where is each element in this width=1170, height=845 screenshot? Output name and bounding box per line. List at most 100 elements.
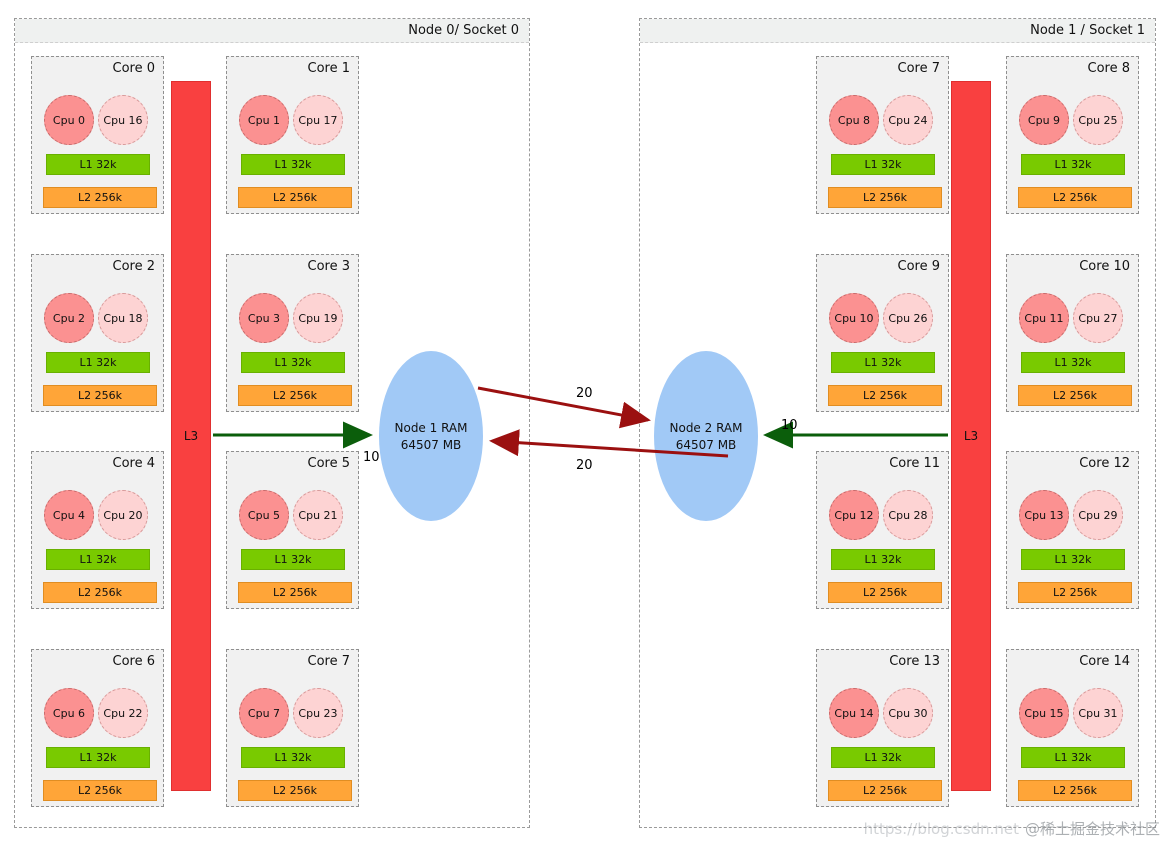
cpu-secondary-thread: Cpu 30: [883, 688, 933, 738]
cpu-primary-thread: Cpu 1: [239, 95, 289, 145]
l1-cache: L1 32k: [1021, 549, 1125, 570]
core-title: Core 9: [897, 259, 941, 274]
core-title: Core 14: [1079, 654, 1130, 669]
core-box: Core 14 Cpu 15 Cpu 31 L1 32k L2 256k: [1006, 649, 1139, 807]
l2-cache: L2 256k: [238, 780, 352, 801]
cpu-primary-thread: Cpu 10: [829, 293, 879, 343]
node0-socket0-box: Node 0/ Socket 0 L3 Node 1 RAM 64507 MB …: [14, 18, 530, 828]
watermark: https://blog.csdn.net @稀土掘金技术社区: [864, 818, 1160, 839]
l2-cache: L2 256k: [1018, 385, 1132, 406]
cpu-primary-thread: Cpu 15: [1019, 688, 1069, 738]
core-box: Core 10 Cpu 11 Cpu 27 L1 32k L2 256k: [1006, 254, 1139, 412]
core-box: Core 13 Cpu 14 Cpu 30 L1 32k L2 256k: [816, 649, 949, 807]
core-box: Core 9 Cpu 10 Cpu 26 L1 32k L2 256k: [816, 254, 949, 412]
latency-label-remote-top: 20: [576, 386, 593, 401]
ram-size-node1: 64507 MB: [675, 437, 737, 452]
cpu-primary-thread: Cpu 0: [44, 95, 94, 145]
ram-name-node1: Node 2 RAM: [669, 420, 743, 435]
cpu-primary-thread: Cpu 12: [829, 490, 879, 540]
l1-cache: L1 32k: [46, 154, 150, 175]
cpu-secondary-thread: Cpu 20: [98, 490, 148, 540]
node0-title: Node 0/ Socket 0: [408, 23, 519, 38]
l1-cache: L1 32k: [831, 549, 935, 570]
node0-header: Node 0/ Socket 0: [15, 19, 529, 43]
core-box: Core 11 Cpu 12 Cpu 28 L1 32k L2 256k: [816, 451, 949, 609]
core-box: Core 7 Cpu 7 Cpu 23 L1 32k L2 256k: [226, 649, 359, 807]
core-title: Core 13: [889, 654, 940, 669]
cpu-secondary-thread: Cpu 28: [883, 490, 933, 540]
l1-cache: L1 32k: [241, 747, 345, 768]
core-title: Core 0: [112, 61, 156, 76]
ram-size-node0: 64507 MB: [400, 437, 462, 452]
l3-cache-node1: L3: [951, 81, 991, 791]
l1-cache: L1 32k: [46, 352, 150, 373]
cpu-primary-thread: Cpu 11: [1019, 293, 1069, 343]
node1-socket1-box: Node 1 / Socket 1 L3 Node 2 RAM 64507 MB…: [639, 18, 1156, 828]
l2-cache: L2 256k: [43, 385, 157, 406]
l2-cache: L2 256k: [828, 385, 942, 406]
core-title: Core 7: [897, 61, 941, 76]
l1-cache: L1 32k: [241, 549, 345, 570]
l3-cache-node0: L3: [171, 81, 211, 791]
watermark-url: https://blog.csdn.net: [863, 820, 1019, 838]
ram-name-node0: Node 1 RAM: [394, 420, 468, 435]
core-title: Core 5: [307, 456, 351, 471]
core-title: Core 12: [1079, 456, 1130, 471]
l2-cache: L2 256k: [43, 187, 157, 208]
core-box: Core 8 Cpu 9 Cpu 25 L1 32k L2 256k: [1006, 56, 1139, 214]
cpu-secondary-thread: Cpu 21: [293, 490, 343, 540]
core-title: Core 7: [307, 654, 351, 669]
core-box: Core 2 Cpu 2 Cpu 18 L1 32k L2 256k: [31, 254, 164, 412]
core-box: Core 0 Cpu 0 Cpu 16 L1 32k L2 256k: [31, 56, 164, 214]
core-title: Core 8: [1087, 61, 1131, 76]
l1-cache: L1 32k: [831, 747, 935, 768]
cpu-primary-thread: Cpu 9: [1019, 95, 1069, 145]
cpu-secondary-thread: Cpu 19: [293, 293, 343, 343]
cpu-secondary-thread: Cpu 18: [98, 293, 148, 343]
cpu-primary-thread: Cpu 3: [239, 293, 289, 343]
core-title: Core 11: [889, 456, 940, 471]
core-title: Core 3: [307, 259, 351, 274]
core-box: Core 4 Cpu 4 Cpu 20 L1 32k L2 256k: [31, 451, 164, 609]
cpu-primary-thread: Cpu 14: [829, 688, 879, 738]
latency-label-remote-bottom: 20: [576, 458, 593, 473]
core-box: Core 5 Cpu 5 Cpu 21 L1 32k L2 256k: [226, 451, 359, 609]
l1-cache: L1 32k: [1021, 154, 1125, 175]
core-box: Core 6 Cpu 6 Cpu 22 L1 32k L2 256k: [31, 649, 164, 807]
l1-cache: L1 32k: [1021, 747, 1125, 768]
node1-ram-ellipse: Node 1 RAM 64507 MB: [379, 351, 483, 521]
cpu-primary-thread: Cpu 13: [1019, 490, 1069, 540]
cpu-primary-thread: Cpu 2: [44, 293, 94, 343]
l1-cache: L1 32k: [831, 352, 935, 373]
core-box: Core 1 Cpu 1 Cpu 17 L1 32k L2 256k: [226, 56, 359, 214]
l3-label-node1: L3: [963, 429, 979, 443]
cpu-primary-thread: Cpu 5: [239, 490, 289, 540]
l1-cache: L1 32k: [831, 154, 935, 175]
core-box: Core 3 Cpu 3 Cpu 19 L1 32k L2 256k: [226, 254, 359, 412]
l1-cache: L1 32k: [46, 549, 150, 570]
cpu-secondary-thread: Cpu 27: [1073, 293, 1123, 343]
cpu-secondary-thread: Cpu 29: [1073, 490, 1123, 540]
cpu-primary-thread: Cpu 6: [44, 688, 94, 738]
cpu-secondary-thread: Cpu 26: [883, 293, 933, 343]
core-title: Core 6: [112, 654, 156, 669]
l1-cache: L1 32k: [241, 352, 345, 373]
cpu-secondary-thread: Cpu 24: [883, 95, 933, 145]
core-title: Core 4: [112, 456, 156, 471]
cpu-secondary-thread: Cpu 23: [293, 688, 343, 738]
l2-cache: L2 256k: [238, 385, 352, 406]
l1-cache: L1 32k: [1021, 352, 1125, 373]
l2-cache: L2 256k: [238, 187, 352, 208]
l2-cache: L2 256k: [828, 780, 942, 801]
cpu-secondary-thread: Cpu 17: [293, 95, 343, 145]
core-box: Core 7 Cpu 8 Cpu 24 L1 32k L2 256k: [816, 56, 949, 214]
l2-cache: L2 256k: [43, 780, 157, 801]
core-title: Core 2: [112, 259, 156, 274]
node1-header: Node 1 / Socket 1: [640, 19, 1155, 43]
watermark-community: @稀土掘金技术社区: [1024, 820, 1160, 838]
cpu-primary-thread: Cpu 4: [44, 490, 94, 540]
l2-cache: L2 256k: [828, 187, 942, 208]
cpu-secondary-thread: Cpu 31: [1073, 688, 1123, 738]
l3-label-node0: L3: [183, 429, 199, 443]
